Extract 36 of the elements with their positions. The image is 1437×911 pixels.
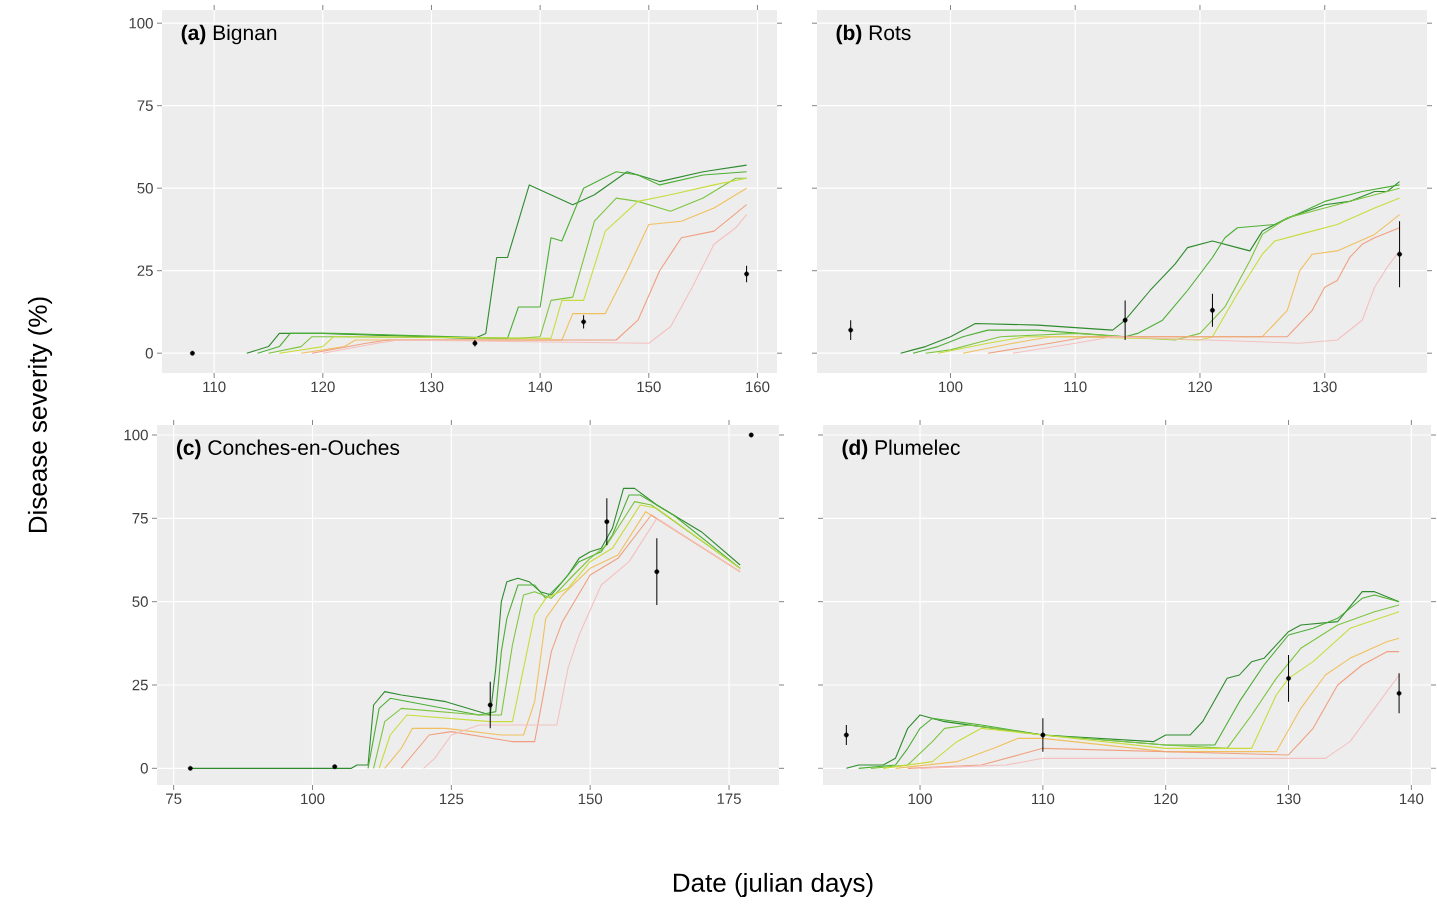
x-tick-label: 120 <box>1154 793 1178 805</box>
y-tick-label: 0 <box>140 763 148 774</box>
y-tick-label: 25 <box>137 265 153 276</box>
x-tick-label: 125 <box>439 793 464 805</box>
y-tick-label: 0 <box>145 347 153 359</box>
x-tick-label: 175 <box>717 793 741 804</box>
x-tick-label: 120 <box>1188 381 1212 393</box>
y-tick-label: 50 <box>137 182 153 194</box>
x-tick-label: 140 <box>1400 793 1424 805</box>
x-tick-label: 130 <box>1313 381 1337 393</box>
y-axis-title: Disease severity (%) <box>27 297 53 533</box>
y-tick-label: 75 <box>132 513 148 524</box>
text: (a) Bignan <box>181 24 277 45</box>
x-tick-label: 100 <box>939 381 963 393</box>
x-axis-title: Date (julian days) <box>673 872 873 898</box>
text: (d) Plumelec <box>842 439 960 460</box>
y-tick-label: 75 <box>137 100 153 111</box>
x-tick-label: 130 <box>1277 793 1301 805</box>
x-tick-label: 110 <box>1064 381 1087 393</box>
x-tick-label: 110 <box>203 381 226 393</box>
text: (c) Conches-en-Ouches <box>176 439 400 460</box>
y-tick-label: 50 <box>132 596 148 607</box>
x-tick-label: 130 <box>420 381 444 393</box>
y-tick-label: 100 <box>124 429 148 441</box>
text: (b) Rots <box>836 24 911 45</box>
x-tick-label: 150 <box>637 381 661 393</box>
x-tick-label: 160 <box>746 381 770 393</box>
x-tick-label: 100 <box>301 793 325 805</box>
y-tick-label: 25 <box>132 679 148 691</box>
x-tick-label: 150 <box>578 793 603 805</box>
x-tick-label: 140 <box>528 381 553 393</box>
y-tick-label: 100 <box>129 17 153 29</box>
x-tick-label: 120 <box>311 381 335 393</box>
x-tick-label: 75 <box>166 793 182 804</box>
x-tick-label: 110 <box>1032 793 1055 805</box>
x-tick-label: 100 <box>908 793 932 805</box>
